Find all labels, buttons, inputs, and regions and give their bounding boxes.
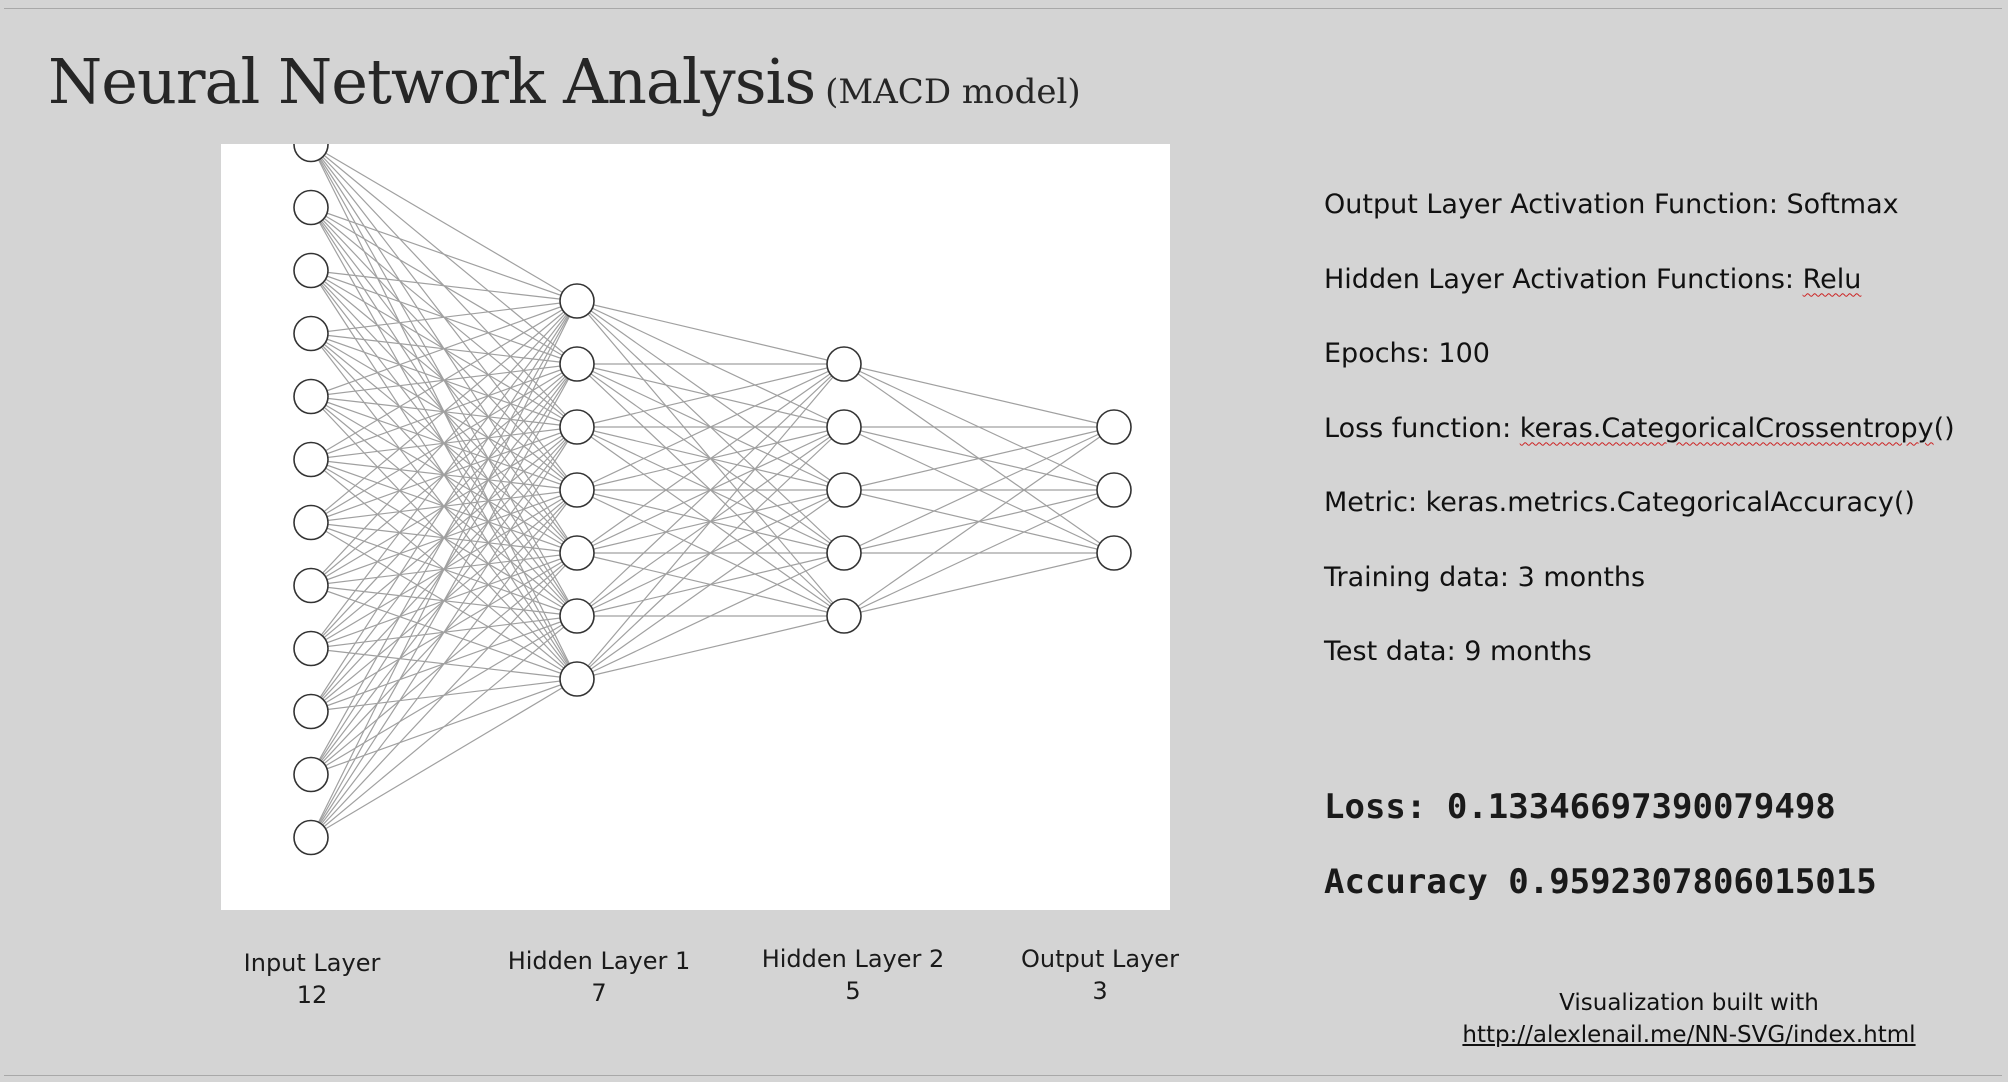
node-layer0-6 (293, 504, 329, 541)
node-layer2-0 (826, 346, 862, 382)
edge-l2-4-1 (843, 489, 1115, 617)
node-layer1-5 (559, 598, 595, 634)
info-test-data: Test data: 9 months (1324, 636, 1592, 667)
edge-l0-0-0 (310, 144, 578, 302)
edge-l1-2-0 (576, 363, 845, 428)
info-loss-function: Loss function: keras.CategoricalCrossent… (1324, 412, 1955, 444)
layer-label-hidden-1: Hidden Layer 1 7 (489, 945, 709, 1009)
edge-l1-6-1 (576, 426, 845, 680)
edge-l1-6-0 (576, 363, 845, 680)
slide-title: Neural Network Analysis (MACD model) (48, 45, 1081, 118)
edge-l0-11-5 (310, 615, 578, 838)
edge-l1-4-0 (576, 363, 845, 554)
edge-l1-6-2 (576, 489, 845, 680)
edge-l0-3-0 (310, 300, 578, 335)
node-layer2-3 (826, 535, 862, 571)
node-layer0-1 (293, 189, 329, 226)
edge-l1-5-0 (576, 363, 845, 617)
layer-name: Hidden Layer 1 (507, 947, 691, 975)
edge-l1-3-0 (576, 363, 845, 491)
node-layer2-2 (826, 472, 862, 508)
spellcheck-underlined-word: Relu (1802, 263, 1862, 295)
node-layer3-0 (1096, 409, 1132, 445)
node-layer1-3 (559, 472, 595, 508)
edge-l0-9-0 (310, 300, 578, 712)
info-hidden-activation: Hidden Layer Activation Functions: Relu (1324, 263, 1862, 295)
node-layer1-6 (559, 661, 595, 697)
node-layer3-1 (1096, 472, 1132, 508)
edge-l0-8-0 (310, 300, 578, 649)
layer-label-input: Input Layer 12 (202, 947, 422, 1011)
node-layer2-4 (826, 598, 862, 634)
spellcheck-underlined-word: keras.CategoricalCrossentropy (1519, 412, 1934, 444)
edge-l2-0-0 (843, 363, 1115, 428)
credit: Visualization built with http://alexlena… (1424, 987, 1954, 1051)
node-layer0-8 (293, 630, 329, 667)
edge-l0-11-4 (310, 552, 578, 838)
info-output-activation: Output Layer Activation Function: Softma… (1324, 189, 1899, 220)
network-diagram (293, 144, 1132, 856)
edge-l0-11-1 (310, 363, 578, 838)
edge-l0-11-0 (310, 300, 578, 838)
edge-l2-2-0 (843, 426, 1115, 491)
node-layer0-4 (293, 378, 329, 415)
info-training-data: Training data: 3 months (1324, 561, 1646, 593)
edge-l0-1-0 (310, 206, 578, 302)
node-layer0-2 (293, 252, 329, 289)
node-layer0-7 (293, 567, 329, 604)
edge-l0-4-0 (310, 300, 578, 398)
model-info: Output Layer Activation Function: Softma… (1324, 187, 1984, 709)
layer-count: 5 (845, 977, 861, 1005)
layer-name: Input Layer (243, 949, 381, 977)
edge-l1-0-0 (576, 300, 845, 365)
layer-count: 3 (1092, 977, 1108, 1005)
layer-label-hidden-2: Hidden Layer 2 5 (743, 943, 963, 1007)
edge-l0-5-0 (310, 300, 578, 461)
node-layer3-2 (1096, 535, 1132, 571)
nodes-group (293, 144, 1132, 856)
info-metric: Metric: keras.metrics.CategoricalAccurac… (1324, 487, 1915, 518)
layer-name: Output Layer (1021, 945, 1179, 973)
edge-l0-10-0 (310, 300, 578, 775)
node-layer1-2 (559, 409, 595, 445)
node-layer0-10 (293, 756, 329, 793)
title-subtitle: (MACD model) (825, 72, 1081, 112)
title-main: Neural Network Analysis (48, 45, 816, 118)
edge-l0-2-0 (310, 269, 578, 302)
edge-l2-4-2 (843, 552, 1115, 617)
node-layer2-1 (826, 409, 862, 445)
network-diagram-panel (221, 144, 1170, 910)
credit-link[interactable]: http://alexlenail.me/NN-SVG/index.html (1462, 1022, 1916, 1048)
layer-count: 7 (591, 979, 607, 1007)
result-accuracy: Accuracy 0.9592307806015015 (1324, 862, 1877, 902)
edge-l0-7-0 (310, 300, 578, 586)
edge-l0-11-6 (310, 678, 578, 839)
edge-l0-11-2 (310, 426, 578, 838)
edge-l2-4-0 (843, 426, 1115, 617)
edges-group (310, 144, 1115, 839)
edge-l0-6-0 (310, 300, 578, 523)
node-layer1-0 (559, 283, 595, 319)
node-layer0-3 (293, 315, 329, 352)
info-epochs: Epochs: 100 (1324, 338, 1490, 369)
edge-l1-6-4 (576, 615, 845, 680)
result-loss: Loss: 0.13346697390079498 (1324, 787, 1836, 827)
layer-label-output: Output Layer 3 (990, 943, 1210, 1007)
node-layer0-0 (293, 144, 329, 163)
slide: Neural Network Analysis (MACD model) Inpu… (4, 8, 2002, 1076)
layer-count: 12 (296, 981, 328, 1009)
layer-name: Hidden Layer 2 (761, 945, 945, 973)
edge-l0-11-3 (310, 489, 578, 838)
edge-l1-6-3 (576, 552, 845, 680)
edge-l2-3-0 (843, 426, 1115, 554)
node-layer1-4 (559, 535, 595, 571)
credit-text: Visualization built with (1559, 990, 1819, 1016)
node-layer0-9 (293, 693, 329, 730)
node-layer1-1 (559, 346, 595, 382)
node-layer0-5 (293, 441, 329, 478)
node-layer0-11 (293, 819, 329, 856)
